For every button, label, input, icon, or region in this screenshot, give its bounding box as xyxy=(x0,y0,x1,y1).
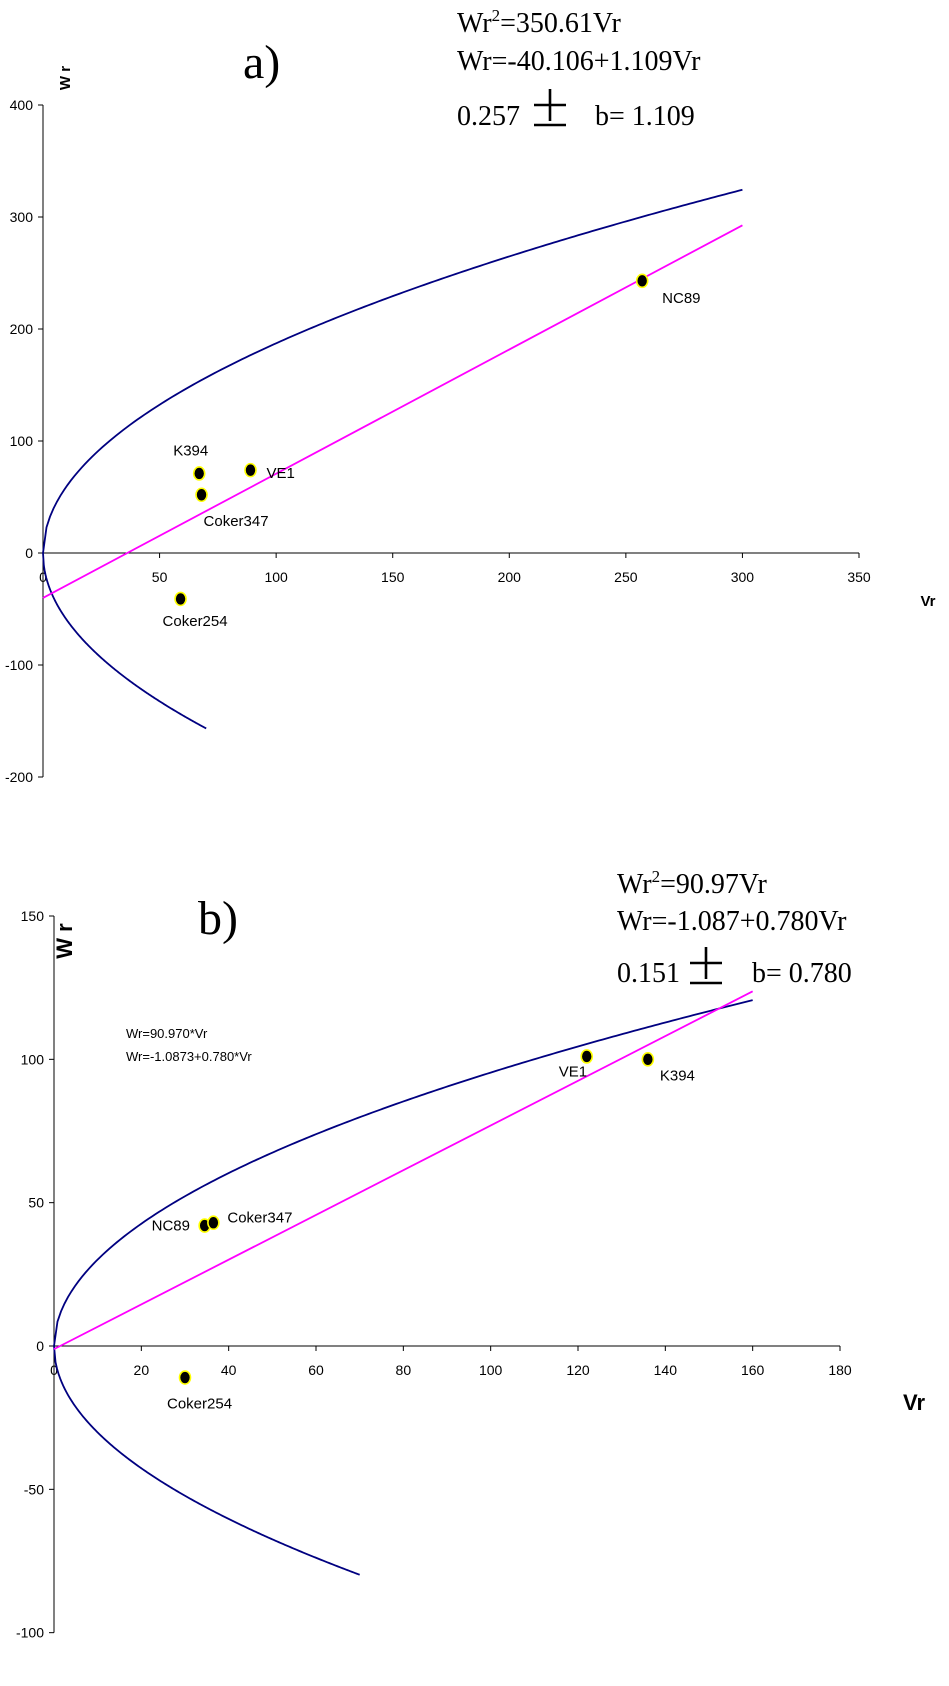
panel-b-curves xyxy=(53,990,754,1576)
panel-b-plusminus-glyph xyxy=(690,947,722,985)
panel-a-x-axis-label: Vr xyxy=(920,593,935,610)
point-label-coker254: Coker254 xyxy=(167,1396,232,1413)
panel-a-eq1: Wr2=350.61Vr xyxy=(457,6,621,39)
x-tick-label: 100 xyxy=(264,569,288,585)
panel-a-curves xyxy=(42,188,743,730)
parabola-lower-branch xyxy=(42,552,207,730)
x-tick-label: 180 xyxy=(828,1362,852,1378)
panel-b-eq1-prefix: Wr xyxy=(617,869,652,900)
y-tick-label: 300 xyxy=(10,209,34,225)
x-tick-label: 200 xyxy=(498,569,522,585)
x-tick-label: 0 xyxy=(39,569,47,585)
panel-a-eq1-prefix: Wr xyxy=(457,8,492,39)
panel-b-points: VE1 K394 NC89 Coker347 Coker254 xyxy=(152,1049,695,1413)
y-tick-label: 0 xyxy=(36,1338,44,1354)
regression-line xyxy=(42,224,743,599)
y-tick-label: 100 xyxy=(10,433,34,449)
panel-b-label: b) xyxy=(198,892,238,945)
y-tick-label: -100 xyxy=(5,657,33,673)
y-tick-label: -100 xyxy=(16,1625,44,1641)
parabola-lower-branch xyxy=(53,1345,360,1576)
panel-b-eq3-right: b= 0.780 xyxy=(752,958,852,989)
y-tick-label: 0 xyxy=(25,545,33,561)
data-point-coker347 xyxy=(207,1215,220,1231)
x-tick-label: 300 xyxy=(731,569,755,585)
data-point-nc89 xyxy=(635,273,649,289)
panel-b-eq1: Wr2=90.97Vr xyxy=(617,867,767,900)
x-tick-label: 160 xyxy=(741,1362,765,1378)
parabola-upper-branch xyxy=(53,999,753,1347)
x-tick-label: 60 xyxy=(308,1362,324,1378)
panel-b-eq1-sup: 2 xyxy=(652,867,661,886)
panel-a-eq2: Wr=-40.106+1.109Vr xyxy=(457,46,701,77)
panel-b-inner-eq2: Wr=-1.0873+0.780*Vr xyxy=(126,1049,252,1064)
y-tick-label: 100 xyxy=(21,1051,45,1067)
panel-a-eq1-sup: 2 xyxy=(492,6,501,25)
x-tick-label: 20 xyxy=(134,1362,150,1378)
point-label-k394: K394 xyxy=(660,1067,695,1084)
point-label-nc89: NC89 xyxy=(662,290,700,307)
panel-b-inner-eq1: Wr=90.970*Vr xyxy=(126,1026,208,1041)
panel-a-eq1-suffix: =350.61Vr xyxy=(500,8,621,39)
y-tick-label: -200 xyxy=(5,769,33,785)
panel-b-y-axis-label: W r xyxy=(52,923,77,959)
data-point-ve1 xyxy=(580,1049,594,1064)
panel-a-equations: Wr2=350.61Vr Wr=-40.106+1.109Vr 0.257 b=… xyxy=(457,6,701,132)
chart-panel-b: b) Wr2=90.97Vr Wr=-1.087+0.780Vr 0.151 b… xyxy=(16,867,925,1641)
point-label-coker254: Coker254 xyxy=(163,613,228,630)
panel-a-axes: -200 -100 0 100 200 300 400 0 50 100 150 200 250 300 3… xyxy=(5,97,871,785)
panel-a-points: NC89 K394 VE1 Coker347 Coker254 xyxy=(163,273,701,630)
x-tick-label: 350 xyxy=(847,569,871,585)
x-tick-label: 120 xyxy=(566,1362,590,1378)
data-point-ve1 xyxy=(244,462,257,478)
x-tick-label: 100 xyxy=(479,1362,503,1378)
y-tick-label: 50 xyxy=(28,1195,44,1211)
chart-panel-a: a) Wr2=350.61Vr Wr=-40.106+1.109Vr 0.257… xyxy=(5,6,936,785)
panel-b-axes: -100 -50 0 50 100 150 0 20 40 60 80 100 120 140 160 180 xyxy=(16,908,852,1641)
point-label-k394: K394 xyxy=(173,442,208,459)
data-point-k394 xyxy=(192,466,206,481)
point-label-nc89: NC89 xyxy=(152,1218,190,1235)
panel-b-eq3-left: 0.151 xyxy=(617,958,680,989)
panel-b-eq1-suffix: =90.97Vr xyxy=(660,869,767,900)
panel-a-label: a) xyxy=(243,36,280,89)
panel-a-eq3-right: b= 1.109 xyxy=(595,101,695,132)
data-point-coker254 xyxy=(178,1370,192,1385)
panel-a-y-axis-label: W r xyxy=(57,66,74,90)
panel-b-eq2: Wr=-1.087+0.780Vr xyxy=(617,906,847,937)
regression-line xyxy=(53,990,754,1350)
x-tick-label: 250 xyxy=(614,569,638,585)
x-tick-label: 40 xyxy=(221,1362,237,1378)
data-point-k394 xyxy=(641,1052,655,1067)
x-tick-label: 50 xyxy=(152,569,168,585)
point-label-coker347: Coker347 xyxy=(227,1210,292,1227)
parabola-upper-branch xyxy=(42,188,743,554)
x-tick-label: 150 xyxy=(381,569,405,585)
panel-b-x-axis-label: Vr xyxy=(903,1390,925,1415)
point-label-ve1: VE1 xyxy=(266,465,294,482)
data-point-coker347 xyxy=(195,487,208,503)
data-point-coker254 xyxy=(174,591,187,607)
y-tick-label: 150 xyxy=(21,908,45,924)
panel-b-equations: Wr2=90.97Vr Wr=-1.087+0.780Vr 0.151 b= 0… xyxy=(617,867,852,989)
point-label-coker347: Coker347 xyxy=(204,513,269,530)
x-tick-label: 80 xyxy=(396,1362,412,1378)
y-tick-label: 200 xyxy=(10,321,34,337)
panel-a-eq3-left: 0.257 xyxy=(457,101,520,132)
y-tick-label: -50 xyxy=(24,1481,44,1497)
y-tick-label: 400 xyxy=(10,97,34,113)
point-label-ve1: VE1 xyxy=(559,1063,587,1080)
panel-a-plusminus-glyph xyxy=(534,89,566,127)
x-tick-label: 140 xyxy=(654,1362,678,1378)
x-tick-label: 0 xyxy=(50,1362,58,1378)
